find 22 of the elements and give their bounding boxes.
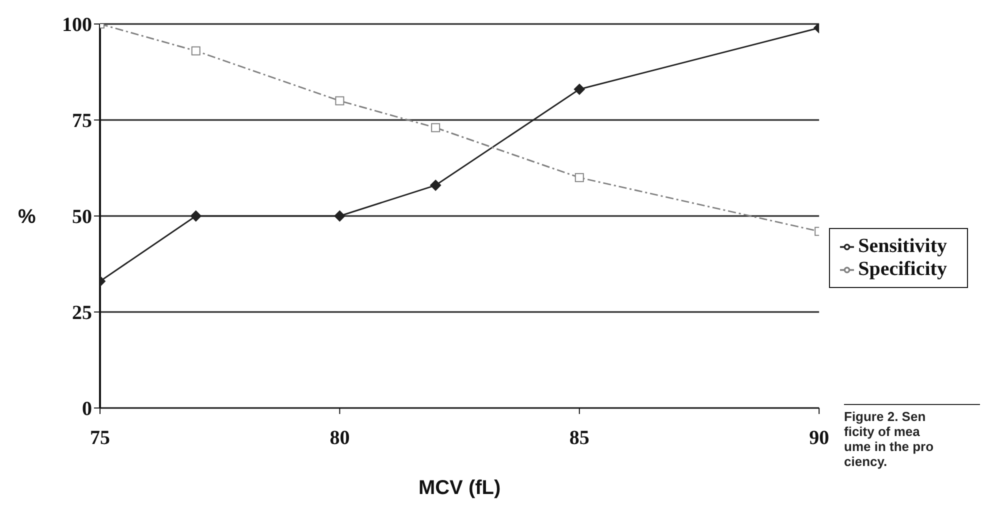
point xyxy=(430,180,442,191)
legend-label: Sensitivity xyxy=(858,235,947,257)
y-tick-label: 100 xyxy=(62,14,92,36)
y-axis-title: % xyxy=(18,206,36,228)
x-axis-title: MCV (fL) xyxy=(418,477,501,499)
point xyxy=(334,210,346,222)
legend-label: Specificity xyxy=(858,258,947,280)
x-tick-label: 90 xyxy=(809,427,830,450)
point xyxy=(574,84,585,95)
y-tick-label: 25 xyxy=(72,302,92,324)
point xyxy=(191,46,200,56)
y-tick-label: 0 xyxy=(82,398,92,420)
x-tick-label: 85 xyxy=(569,427,590,450)
y-tick-label: 50 xyxy=(72,206,92,228)
point xyxy=(190,210,202,222)
point xyxy=(574,173,584,182)
caption: Figure 2. Sen ficity of mea ume in the pro ciency. xyxy=(844,404,980,469)
point xyxy=(335,96,344,106)
y-tick-label: 75 xyxy=(72,110,92,132)
x-tick-label: 75 xyxy=(90,427,110,450)
x-tick-label: 80 xyxy=(330,427,350,450)
point xyxy=(431,123,440,132)
